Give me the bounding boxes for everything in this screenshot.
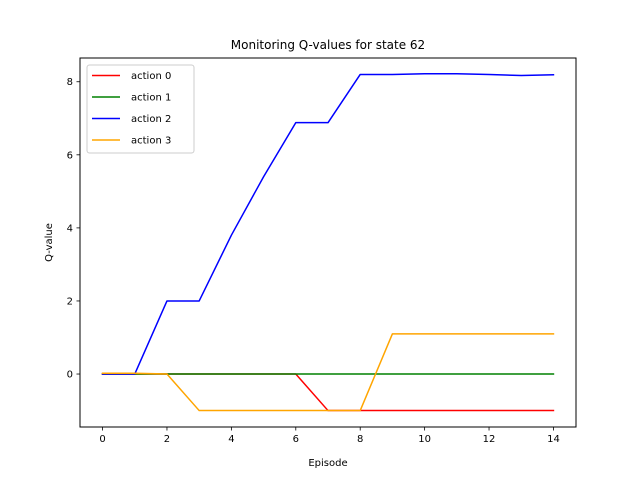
legend-label-1: action 1: [131, 93, 171, 104]
x-axis-ticks: 0 2 4 6 8 10 12 14: [99, 427, 560, 445]
x-tick-label-2: 4: [228, 434, 234, 445]
x-tick-label-7: 14: [547, 434, 560, 445]
plot-frame: [79, 57, 577, 428]
y-tick-label-4: 8: [67, 77, 73, 88]
series-line-3: [101, 333, 555, 412]
x-tick-label-1: 2: [164, 434, 170, 445]
x-tick-label-0: 0: [99, 434, 105, 445]
legend-label-2: action 2: [131, 114, 171, 125]
x-tick-label-6: 12: [483, 434, 496, 445]
y-tick-label-2: 4: [67, 223, 73, 234]
x-axis-label: Episode: [308, 458, 347, 469]
y-axis-ticks: 0 2 4 6 8: [67, 77, 80, 381]
chart-title: Monitoring Q-values for state 62: [231, 38, 425, 52]
x-tick-label-3: 6: [293, 434, 299, 445]
legend-box: [86, 64, 195, 154]
y-tick-label-3: 6: [67, 150, 73, 161]
legend: action 0 action 1 action 2 action 3: [86, 64, 195, 154]
y-tick-label-1: 2: [67, 296, 73, 307]
y-axis-label: Q-value: [44, 223, 55, 262]
legend-label-3: action 3: [131, 136, 171, 147]
x-tick-label-5: 10: [418, 434, 431, 445]
series-lines: [101, 72, 555, 412]
y-tick-label-0: 0: [67, 370, 73, 381]
series-line-2: [101, 72, 555, 375]
legend-label-0: action 0: [131, 71, 171, 82]
x-tick-label-4: 8: [357, 434, 363, 445]
